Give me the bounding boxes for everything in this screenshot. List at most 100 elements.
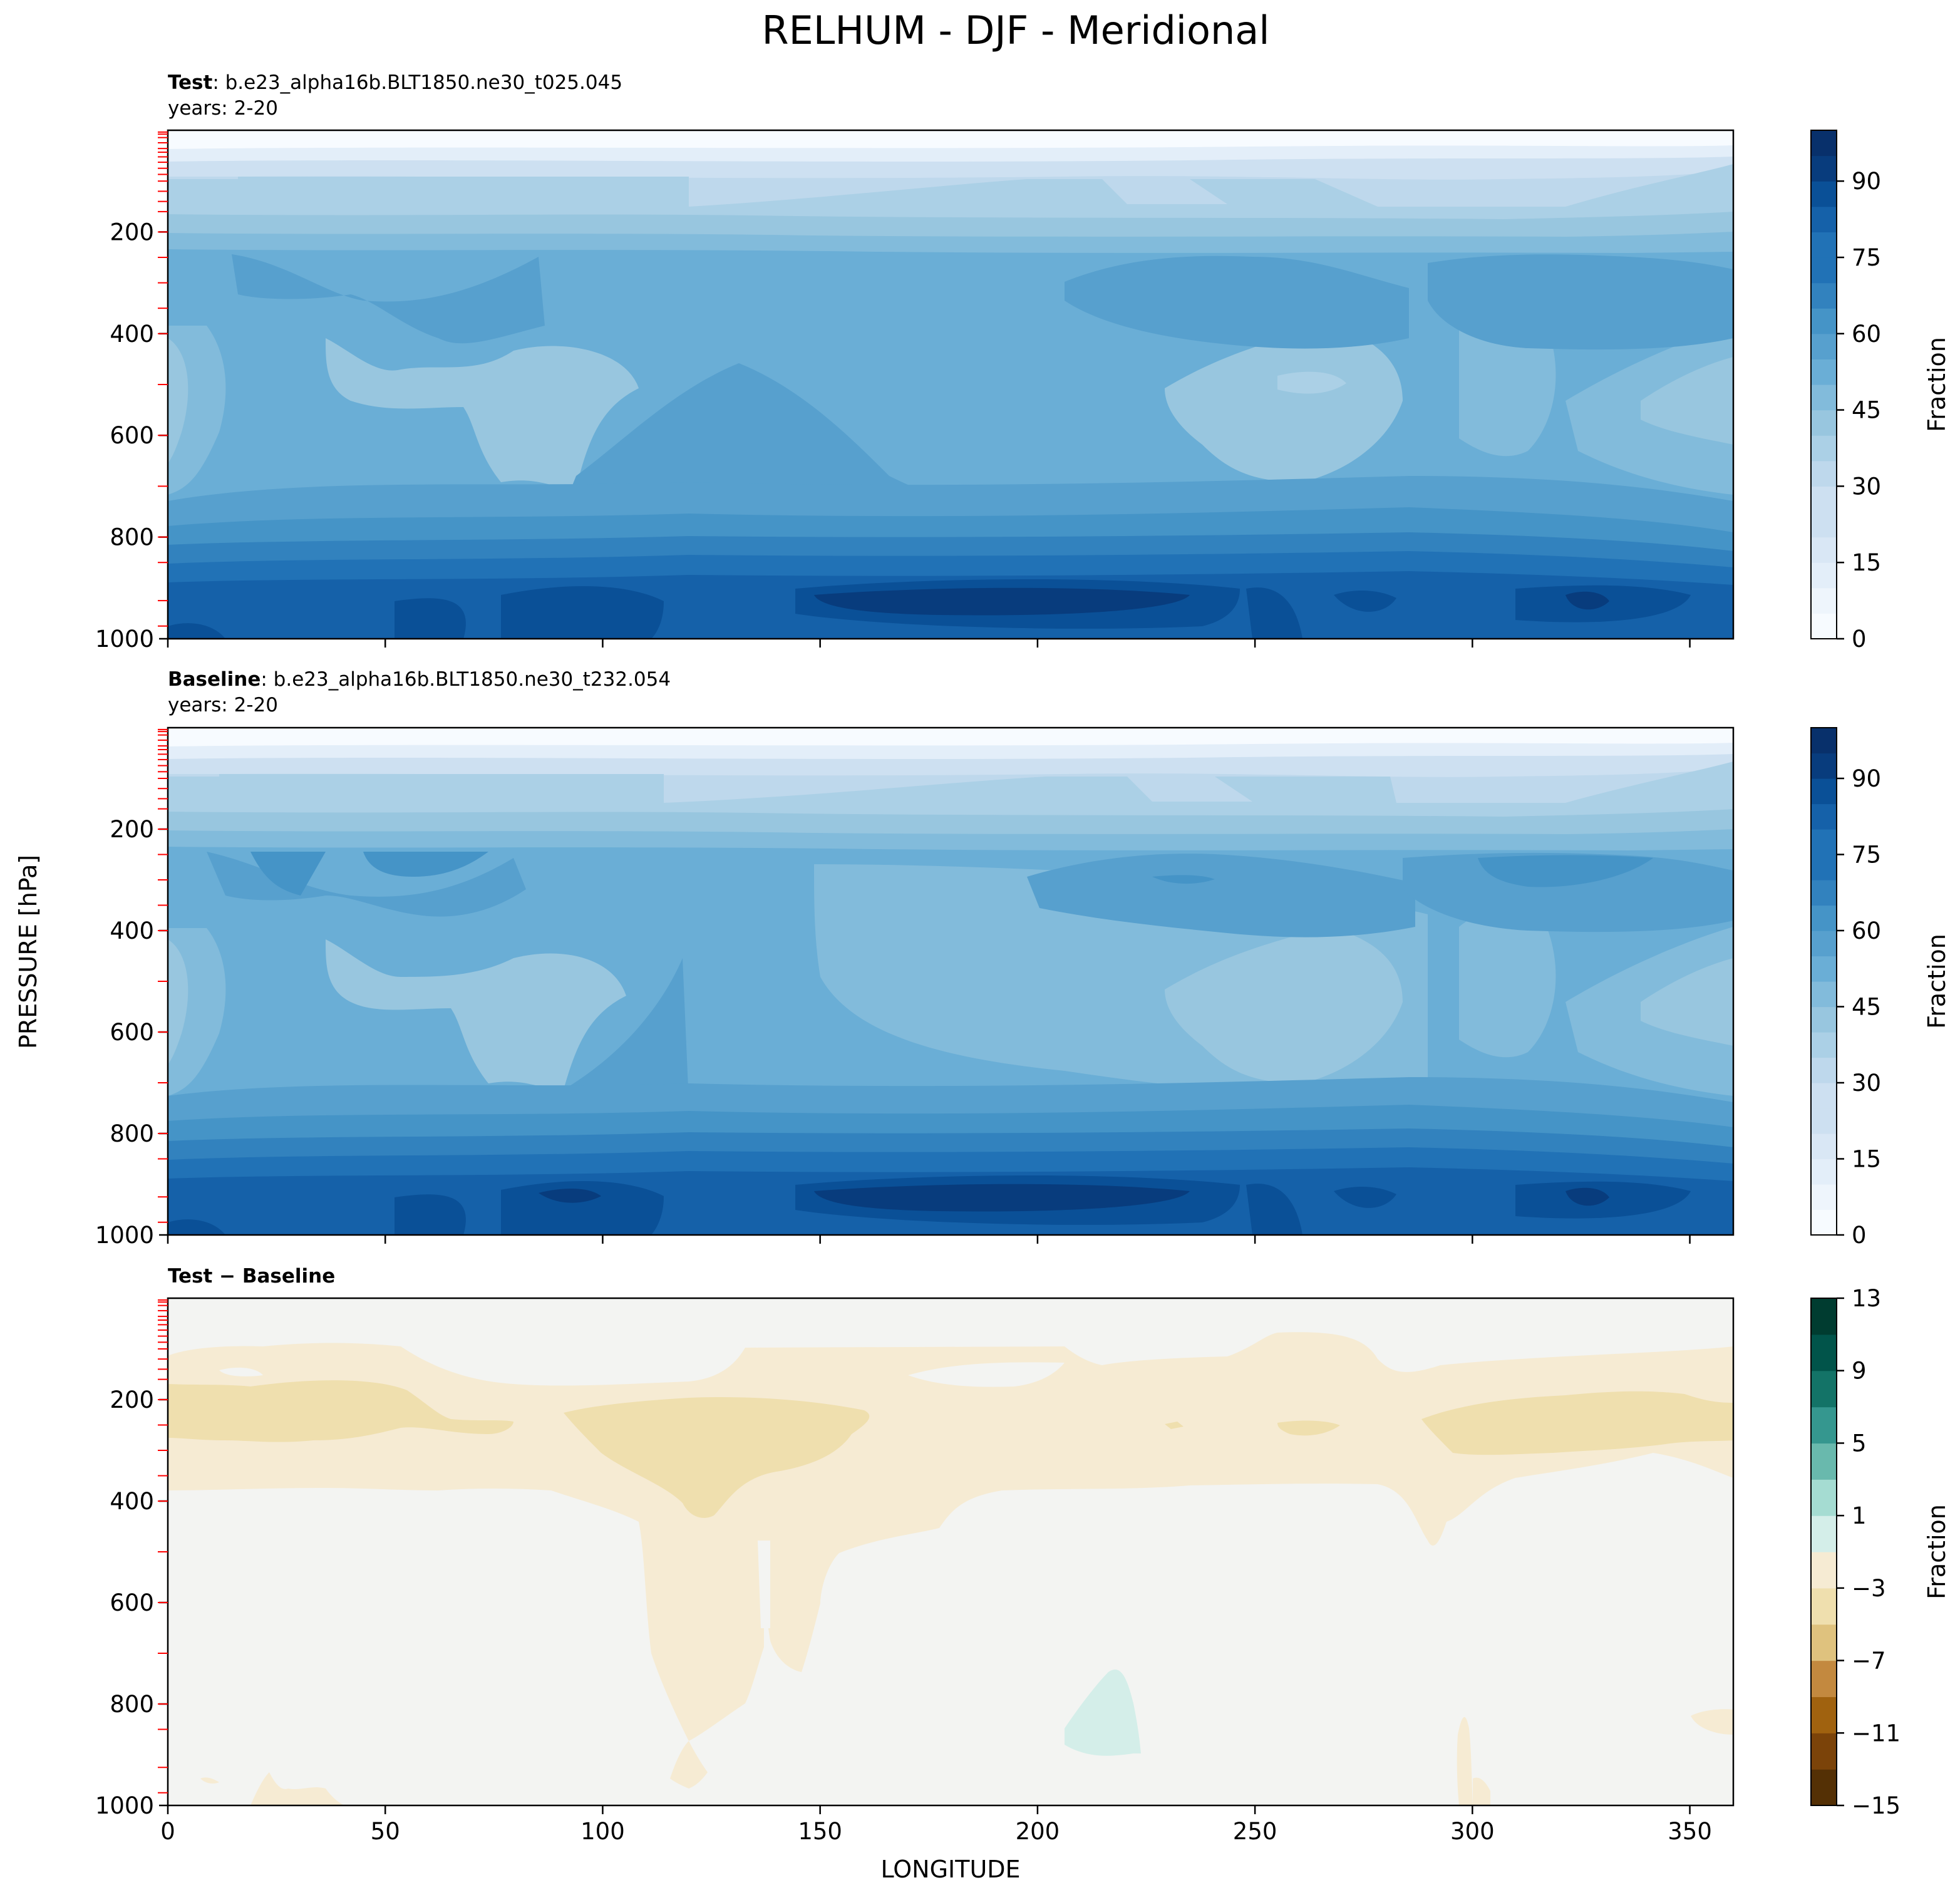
colorbar-swatch — [1811, 130, 1837, 157]
band — [363, 852, 488, 877]
panel-test-colorbar: 0 15 30 45 60 75 90 Fraction — [1810, 130, 1951, 653]
panel-test-contours — [168, 130, 1733, 639]
band — [168, 939, 188, 1065]
band — [326, 939, 626, 1090]
colorbar-swatch — [1811, 435, 1837, 462]
colorbar-swatch — [1811, 1032, 1837, 1058]
panel-baseline: Baseline: b.e23_alpha16b.BLT1850.ne30_t2… — [95, 668, 1951, 1249]
colorbar-swatch — [1811, 829, 1837, 855]
panel-baseline-title: Baseline: b.e23_alpha16b.BLT1850.ne30_t2… — [168, 668, 671, 691]
band — [670, 1741, 708, 1789]
panel-baseline-contours — [168, 728, 1733, 1235]
colorbar-swatch — [1811, 1769, 1837, 1806]
colorbar-tick-label: 90 — [1852, 765, 1881, 792]
colorbar-swatch — [1811, 512, 1837, 538]
colorbar-swatch — [1811, 905, 1837, 931]
colorbar-swatch — [1811, 1108, 1837, 1134]
colorbar-diff-frame — [1810, 1298, 1837, 1806]
panel-baseline-colorbar: 0 15 30 45 60 75 90 Fraction — [1810, 727, 1951, 1249]
colorbar-tick-label: 45 — [1852, 397, 1881, 424]
colorbar-swatch — [1811, 1733, 1837, 1770]
colorbar-tick-label: 15 — [1852, 1146, 1881, 1173]
colorbar-tick-label: 9 — [1852, 1358, 1867, 1385]
colorbar-tick-label: 13 — [1852, 1285, 1881, 1312]
band — [564, 958, 689, 1102]
colorbar-tick-label: 5 — [1852, 1430, 1867, 1457]
band — [1457, 1717, 1473, 1805]
band — [1246, 1184, 1302, 1235]
colorbar-tick-label: 30 — [1852, 1070, 1881, 1097]
panel-test-title: Test: b.e23_alpha16b.BLT1850.ne30_t025.0… — [168, 71, 622, 94]
colorbar-swatch — [1811, 460, 1837, 487]
colorbar-tick-label: −15 — [1852, 1792, 1901, 1819]
colorbar-tick-label: −7 — [1852, 1648, 1886, 1675]
colorbar-swatch — [1811, 778, 1837, 805]
band — [395, 1194, 466, 1235]
colorbar-test-bands — [1811, 130, 1837, 639]
panel-test-ticks: 200 400 600 800 1000 — [95, 131, 1691, 653]
x-tick-label: 100 — [580, 1818, 625, 1845]
band — [1165, 326, 1403, 482]
colorbar-tick-label: 60 — [1852, 321, 1881, 348]
colorbar-swatch — [1811, 1159, 1837, 1185]
colorbar-tick-label: −3 — [1852, 1575, 1886, 1602]
colorbar-swatch — [1811, 1552, 1837, 1589]
band — [1565, 1187, 1609, 1206]
y-tick-label: 800 — [110, 1691, 154, 1718]
colorbar-diff-bands — [1811, 1298, 1837, 1806]
x-tick-label: 50 — [371, 1818, 400, 1845]
y-tick-label: 200 — [110, 816, 154, 843]
colorbar-swatch — [1811, 854, 1837, 880]
y-tick-label: 1000 — [95, 1792, 154, 1819]
band — [1065, 1669, 1141, 1756]
band — [1334, 1187, 1396, 1208]
colorbar-baseline-bands — [1811, 728, 1837, 1236]
band — [1459, 906, 1556, 1058]
band — [1152, 875, 1215, 884]
band — [168, 1380, 513, 1442]
panel-baseline-title-rest: : b.e23_alpha16b.BLT1850.ne30_t232.054 — [260, 668, 671, 691]
band — [1277, 371, 1346, 394]
colorbar-test-ticks: 0 15 30 45 60 75 90 — [1837, 168, 1881, 653]
colorbar-swatch — [1811, 613, 1837, 639]
band — [1065, 256, 1409, 349]
colorbar-diff-label: Fraction — [1923, 1504, 1951, 1599]
x-tick-label: 250 — [1233, 1818, 1277, 1845]
panel-baseline-subtitle: years: 2-20 — [168, 694, 278, 716]
colorbar-tick-label: 30 — [1852, 473, 1881, 500]
colorbar-swatch — [1811, 486, 1837, 512]
band — [168, 1219, 225, 1235]
band — [1641, 958, 1733, 1046]
colorbar-baseline-ticks: 0 15 30 45 60 75 90 — [1837, 765, 1881, 1249]
band — [200, 1777, 219, 1784]
colorbar-tick-label: 75 — [1852, 842, 1881, 869]
band — [814, 1184, 1190, 1212]
colorbar-swatch — [1811, 1006, 1837, 1033]
band — [326, 338, 639, 488]
band — [1277, 1420, 1340, 1436]
colorbar-swatch — [1811, 1407, 1837, 1444]
colorbar-swatch — [1811, 1184, 1837, 1211]
band — [1165, 927, 1403, 1083]
panel-diff-title: Test − Baseline — [168, 1265, 335, 1288]
band — [1428, 254, 1733, 350]
colorbar-swatch — [1811, 1515, 1837, 1552]
band — [168, 338, 188, 463]
y-tick-label: 600 — [110, 1589, 154, 1616]
band — [564, 363, 977, 507]
panel-baseline-ticks: 200 400 600 800 1000 — [95, 728, 1691, 1249]
colorbar-swatch — [1811, 587, 1837, 614]
colorbar-swatch — [1811, 956, 1837, 982]
colorbar-swatch — [1811, 1588, 1837, 1625]
colorbar-swatch — [1811, 359, 1837, 385]
colorbar-swatch — [1811, 257, 1837, 284]
band — [1565, 591, 1609, 610]
x-tick-label: 350 — [1668, 1818, 1712, 1845]
panel-test-title-rest: : b.e23_alpha16b.BLT1850.ne30_t025.045 — [212, 71, 622, 94]
colorbar-swatch — [1811, 1660, 1837, 1698]
panel-test: Test: b.e23_alpha16b.BLT1850.ne30_t025.0… — [95, 71, 1951, 653]
colorbar-swatch — [1811, 728, 1837, 754]
colorbar-swatch — [1811, 1209, 1837, 1236]
